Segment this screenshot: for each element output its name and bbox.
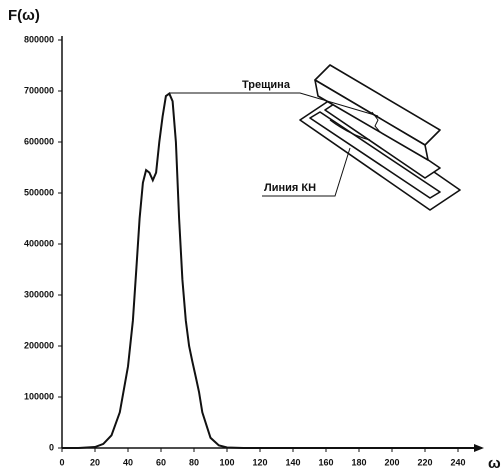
y-tick-label: 100000 xyxy=(24,391,54,401)
spectrum-line xyxy=(62,92,475,449)
annotation: Линия КН xyxy=(264,182,316,194)
x-tick-label: 20 xyxy=(90,457,100,467)
x-tick-label: 0 xyxy=(59,457,64,467)
x-tick-label: 240 xyxy=(450,457,465,467)
x-tick-label: 80 xyxy=(189,457,199,467)
x-tick-label: 100 xyxy=(219,457,234,467)
y-tick-label: 500000 xyxy=(24,187,54,197)
x-tick-label: 200 xyxy=(384,457,399,467)
crack-leader xyxy=(170,92,379,117)
rail-head-side xyxy=(314,79,429,161)
rail-foot xyxy=(309,111,441,199)
x-axis-arrow xyxy=(474,444,484,452)
rail-drawing xyxy=(299,64,461,211)
x-axis-label: ω xyxy=(488,455,501,472)
y-tick-label: 200000 xyxy=(24,340,54,350)
x-tick-label: 60 xyxy=(156,457,166,467)
y-tick-label: 400000 xyxy=(24,238,54,248)
kn-line xyxy=(329,119,371,141)
x-tick-label: 120 xyxy=(252,457,267,467)
x-tick-label: 220 xyxy=(417,457,432,467)
y-tick-label: 800000 xyxy=(24,34,54,44)
crack xyxy=(371,111,381,133)
x-tick-label: 180 xyxy=(351,457,366,467)
x-tick-label: 40 xyxy=(123,457,133,467)
y-tick-label: 300000 xyxy=(24,289,54,299)
y-tick-label: 0 xyxy=(49,442,54,452)
kn-leader xyxy=(262,147,351,197)
annotation: Трещина xyxy=(242,79,291,91)
y-tick-label: 700000 xyxy=(24,85,54,95)
y-axis-label: F(ω) xyxy=(8,7,40,24)
y-tick-label: 600000 xyxy=(24,136,54,146)
x-tick-label: 140 xyxy=(285,457,300,467)
x-tick-label: 160 xyxy=(318,457,333,467)
